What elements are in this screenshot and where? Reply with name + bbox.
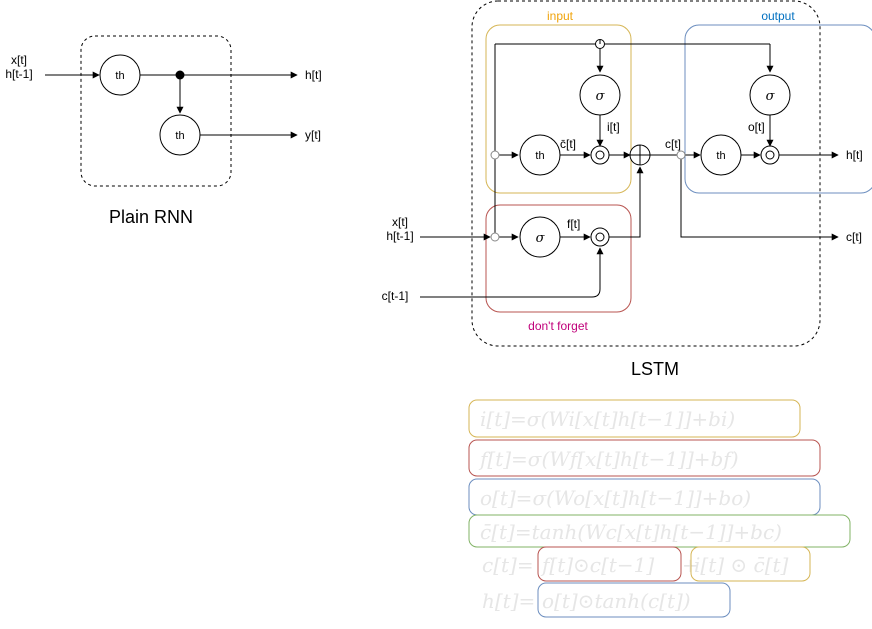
equations: i[t]=σ(Wi[x[t]h[t−1]]+bi) f[t]=σ(Wf[x[t]… — [468, 399, 851, 618]
rnn-junction-dot — [175, 70, 185, 80]
junction-c — [676, 150, 686, 160]
plain-rnn: x[t] h[t-1] th th h[t] y[t] Plain RNN — [5, 35, 322, 227]
hadamard-f-inner — [595, 232, 605, 242]
junction-sigma-f — [490, 232, 500, 242]
rnn-out-h-label: h[t] — [305, 68, 322, 82]
rnn-boundary — [80, 35, 232, 187]
sigma-o-label: σ — [766, 89, 776, 104]
hadamard-i-node — [590, 145, 610, 165]
th2-label: th — [716, 150, 725, 162]
rnn-out-y-label: y[t] — [305, 128, 321, 142]
eq-c-f-box — [537, 546, 682, 582]
lstm-c-prev-path — [420, 247, 604, 298]
eq-i: i[t]=σ(Wi[x[t]h[t−1]]+bi) — [480, 407, 735, 431]
sigma-i-label: σ — [596, 89, 606, 104]
lbl-i: i[t] — [607, 120, 620, 134]
eq-cbar: c̄[t]=tanh(Wc[x[t]h[t−1]]+bc) — [480, 520, 782, 544]
forget-gate-box — [485, 204, 632, 313]
hadamard-o-inner — [765, 150, 775, 160]
output-gate-box — [684, 24, 872, 194]
lbl-f: f[t] — [567, 217, 580, 231]
th1-label: th — [535, 150, 544, 162]
lstm-boundary — [471, 0, 821, 347]
eq-h-o: o[t]⊙tanh(c[t]) — [542, 589, 691, 613]
lbl-o: o[t] — [748, 120, 765, 134]
hadamard-i-inner — [595, 150, 605, 160]
eq-i-box — [468, 399, 801, 438]
eq-o: o[t]=σ(Wo[x[t]h[t−1]]+bo) — [480, 486, 751, 510]
forget-gate-label: don't forget — [528, 319, 588, 333]
lstm-input-x-label: x[t] — [392, 215, 408, 229]
rnn-th-node-top-label: th — [115, 70, 124, 82]
eq-h-o-box — [537, 582, 731, 618]
rnn-th-node-bottom-label: th — [175, 130, 184, 142]
output-gate-label: output — [761, 9, 795, 23]
lstm-input-h-label: h[t-1] — [386, 229, 413, 243]
lbl-cbar: c̄[t] — [560, 137, 576, 151]
lstm-c-out-arrow — [680, 155, 839, 241]
hadamard-f-node — [590, 227, 610, 247]
hadamard-o-node — [760, 145, 780, 165]
lstm-out-c-label: c[t] — [846, 230, 862, 244]
lstm: input output don't forget x[t] h[t-1] c[… — [382, 0, 872, 379]
eq-c-f: f[t]⊙c[t−1] — [540, 553, 654, 577]
input-gate-label: input — [547, 9, 574, 23]
lbl-c: c[t] — [665, 137, 681, 151]
rnn-input-x-label: x[t] — [11, 53, 27, 67]
eq-h-lhs: h[t]= — [482, 589, 535, 613]
eq-c-lhs: c[t]= — [482, 553, 534, 577]
lstm-f-to-plus — [609, 166, 644, 238]
eq-c-i: i[t] ⊙ c̄[t] — [694, 553, 789, 577]
lstm-out-h-label: h[t] — [846, 148, 863, 162]
junction-th1 — [490, 150, 500, 160]
eq-c-i-box — [690, 546, 811, 582]
eq-f-box — [468, 439, 821, 477]
lstm-input-c-label: c[t-1] — [382, 289, 409, 303]
eq-f: f[t]=σ(Wf[x[t]h[t−1]]+bf) — [478, 447, 739, 471]
lstm-title: LSTM — [631, 359, 679, 379]
eq-c-plus: + — [682, 553, 699, 577]
input-gate-box — [485, 24, 632, 194]
rnn-input-h-label: h[t-1] — [5, 67, 32, 81]
sigma-f-label: σ — [536, 231, 546, 246]
rnn-title: Plain RNN — [109, 207, 193, 227]
